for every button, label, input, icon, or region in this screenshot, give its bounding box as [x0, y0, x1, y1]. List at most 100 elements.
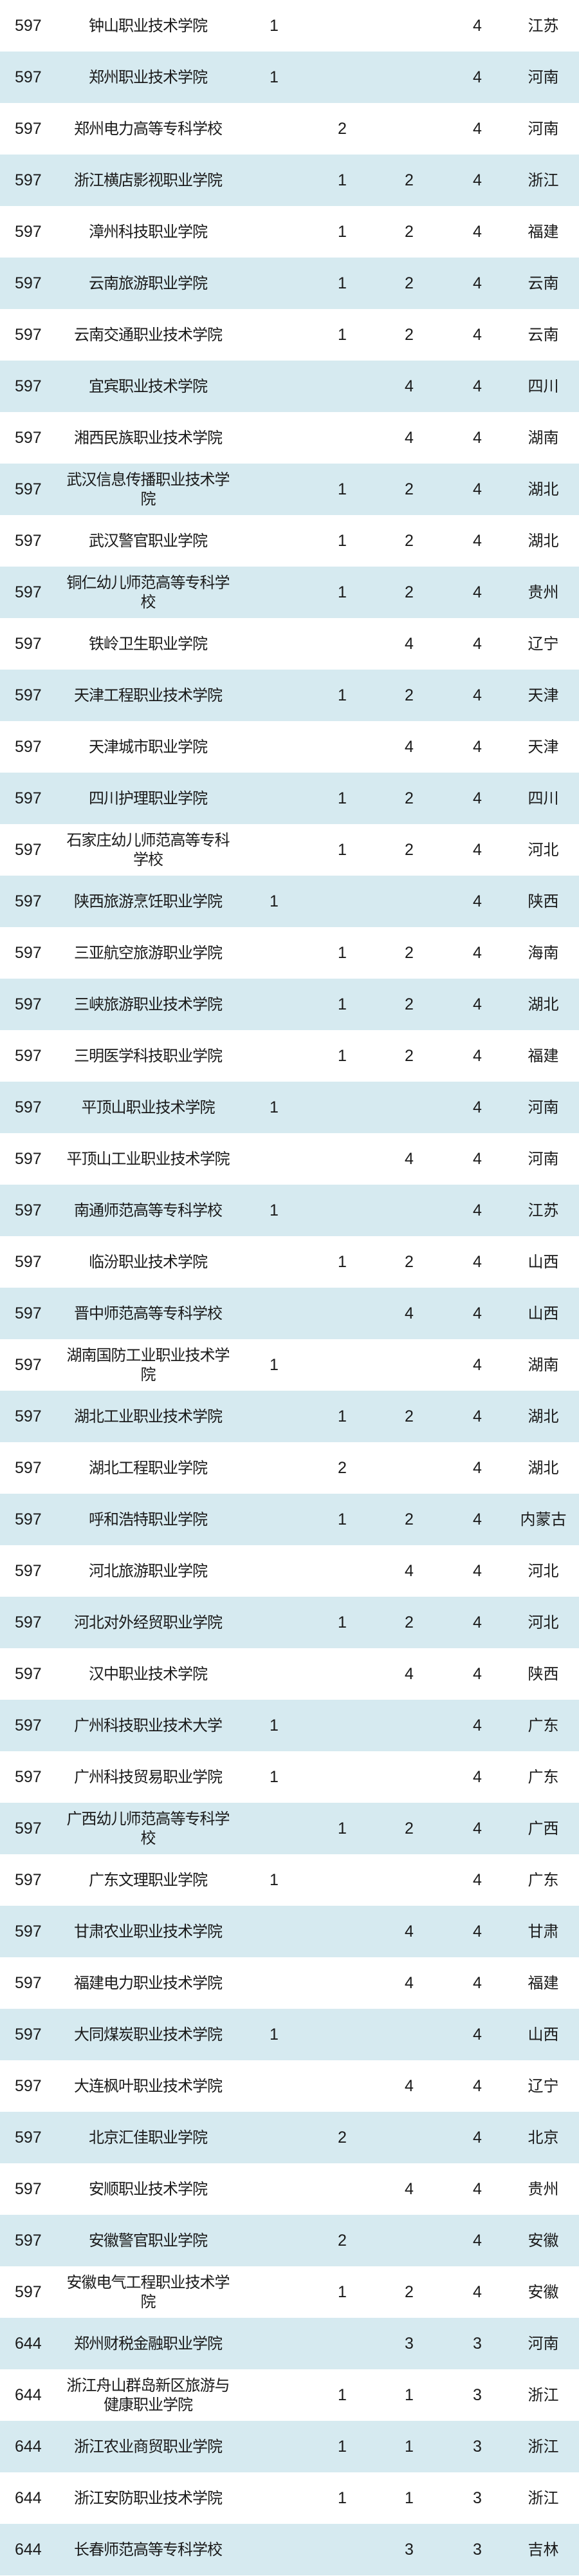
rank-cell: 644	[15, 2541, 42, 2559]
province-cell: 北京	[528, 2129, 559, 2147]
rank-cell: 597	[15, 2232, 42, 2250]
rank-cell: 597	[15, 223, 42, 241]
school-name-cell: 广州科技贸易职业学院	[74, 1768, 223, 1786]
school-name-cell: 天津工程职业技术学院	[74, 686, 223, 704]
col-c-cell: 4	[405, 1665, 414, 1683]
rank-cell: 597	[15, 1613, 42, 1631]
school-name-cell: 安徽警官职业学院	[89, 2232, 208, 2250]
province-cell: 山西	[528, 2026, 559, 2044]
col-d-cell: 3	[473, 2386, 482, 2404]
school-name-cell: 武汉警官职业学院	[89, 532, 208, 550]
col-b-cell: 1	[338, 532, 347, 550]
col-b-cell: 1	[338, 1613, 347, 1631]
col-b-cell: 1	[338, 1407, 347, 1425]
rank-cell: 597	[15, 532, 42, 550]
school-name-cell: 湖北工业职业技术学院	[74, 1407, 223, 1425]
col-c-cell: 2	[405, 944, 414, 962]
rank-cell: 597	[15, 686, 42, 704]
col-d-cell: 3	[473, 2489, 482, 2507]
col-a-cell: 1	[270, 17, 279, 35]
rank-cell: 597	[15, 1716, 42, 1735]
table-row: 597 汉中职业技术学院 4 4 陕西	[0, 1648, 579, 1700]
province-cell: 浙江	[528, 2438, 559, 2456]
col-d-cell: 4	[473, 1407, 482, 1425]
col-b-cell: 1	[338, 995, 347, 1013]
province-cell: 四川	[528, 377, 559, 395]
province-cell: 河北	[528, 1613, 559, 1631]
province-cell: 广东	[528, 1768, 559, 1786]
col-a-cell: 1	[270, 2026, 279, 2044]
col-c-cell: 2	[405, 686, 414, 704]
province-cell: 湖北	[528, 1407, 559, 1425]
rank-cell: 597	[15, 1510, 42, 1528]
province-cell: 山西	[528, 1304, 559, 1322]
rank-cell: 597	[15, 1819, 42, 1838]
table-row: 597 郑州职业技术学院 1 4 河南	[0, 52, 579, 103]
rank-cell: 597	[15, 1768, 42, 1786]
province-cell: 山西	[528, 1253, 559, 1271]
province-cell: 河南	[528, 120, 559, 138]
col-c-cell: 3	[405, 2335, 414, 2353]
school-name-cell: 安徽电气工程职业技术学院	[66, 2273, 230, 2311]
province-cell: 福建	[528, 223, 559, 241]
rank-cell: 644	[15, 2438, 42, 2456]
col-c-cell: 4	[405, 2180, 414, 2198]
school-name-cell: 河北旅游职业学院	[89, 1562, 208, 1580]
school-name-cell: 三亚航空旅游职业学院	[74, 944, 223, 962]
school-name-cell: 大连枫叶职业技术学院	[74, 2077, 223, 2095]
col-d-cell: 4	[473, 1665, 482, 1683]
province-cell: 吉林	[528, 2541, 559, 2559]
col-a-cell: 1	[270, 1716, 279, 1735]
school-name-cell: 铜仁幼儿师范高等专科学校	[66, 574, 230, 611]
table-row: 597 铁岭卫生职业学院 4 4 辽宁	[0, 618, 579, 670]
table-row: 597 福建电力职业技术学院 4 4 福建	[0, 1957, 579, 2009]
table-row: 597 天津工程职业技术学院 1 2 4 天津	[0, 670, 579, 721]
col-b-cell: 1	[338, 1819, 347, 1838]
school-name-cell: 福建电力职业技术学院	[74, 1974, 223, 1992]
col-d-cell: 4	[473, 17, 482, 35]
table-row: 597 石家庄幼儿师范高等专科学校 1 2 4 河北	[0, 824, 579, 876]
col-d-cell: 4	[473, 532, 482, 550]
table-row: 597 晋中师范高等专科学校 4 4 山西	[0, 1288, 579, 1339]
province-cell: 湖北	[528, 480, 559, 498]
col-a-cell: 1	[270, 1356, 279, 1374]
rank-cell: 597	[15, 1304, 42, 1322]
col-d-cell: 4	[473, 892, 482, 910]
col-b-cell: 1	[338, 2386, 347, 2404]
school-name-cell: 钟山职业技术学院	[89, 17, 208, 35]
col-d-cell: 4	[473, 480, 482, 498]
col-a-cell: 1	[270, 1201, 279, 1219]
col-d-cell: 4	[473, 1150, 482, 1168]
col-b-cell: 1	[338, 480, 347, 498]
col-d-cell: 4	[473, 2283, 482, 2301]
school-name-cell: 浙江安防职业技术学院	[74, 2489, 223, 2507]
province-cell: 湖北	[528, 532, 559, 550]
province-cell: 江苏	[528, 1201, 559, 1219]
col-c-cell: 4	[405, 635, 414, 653]
province-cell: 浙江	[528, 171, 559, 189]
school-name-cell: 临汾职业技术学院	[89, 1253, 208, 1271]
table-row: 597 平顶山职业技术学院 1 4 河南	[0, 1082, 579, 1133]
school-name-cell: 三明医学科技职业学院	[74, 1047, 223, 1065]
col-b-cell: 1	[338, 2438, 347, 2456]
col-d-cell: 4	[473, 1562, 482, 1580]
province-cell: 陕西	[528, 892, 559, 910]
province-cell: 福建	[528, 1047, 559, 1065]
table-row: 597 四川护理职业学院 1 2 4 四川	[0, 773, 579, 824]
province-cell: 湖南	[528, 429, 559, 447]
table-row: 597 呼和浩特职业学院 1 2 4 内蒙古	[0, 1494, 579, 1545]
rank-cell: 597	[15, 995, 42, 1013]
col-d-cell: 4	[473, 2077, 482, 2095]
table-row: 597 安徽电气工程职业技术学院 1 2 4 安徽	[0, 2266, 579, 2318]
table-row: 597 三亚航空旅游职业学院 1 2 4 海南	[0, 927, 579, 979]
school-name-cell: 湘西民族职业技术学院	[74, 429, 223, 447]
col-d-cell: 4	[473, 1304, 482, 1322]
col-d-cell: 4	[473, 68, 482, 86]
rank-cell: 644	[15, 2386, 42, 2404]
province-cell: 河南	[528, 1150, 559, 1168]
province-cell: 福建	[528, 1974, 559, 1992]
col-b-cell: 1	[338, 2489, 347, 2507]
table-row: 597 湖北工程职业学院 2 4 湖北	[0, 1442, 579, 1494]
col-b-cell: 1	[338, 944, 347, 962]
col-d-cell: 4	[473, 377, 482, 395]
